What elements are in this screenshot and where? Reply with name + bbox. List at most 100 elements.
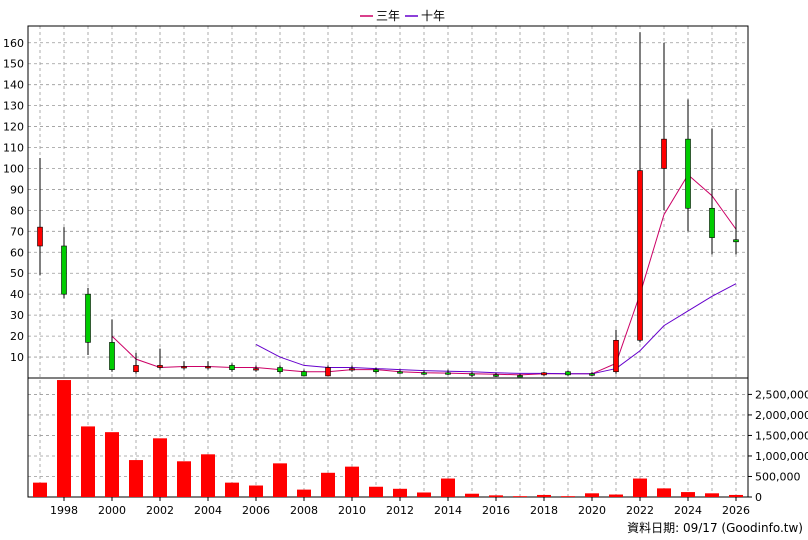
price-tick-label: 120: [3, 121, 24, 134]
volume-bar: [105, 432, 119, 497]
candle-body: [733, 239, 739, 243]
volume-panel-frame: [27, 377, 749, 498]
volume-tick-label: 0: [755, 491, 762, 504]
x-tick-label: 2020: [578, 504, 606, 517]
volume-tick-label: 1,500,000: [755, 429, 808, 442]
volume-bar: [153, 438, 167, 497]
legend-label-10yr: 十年: [421, 9, 445, 23]
volume-bar: [441, 478, 455, 497]
candle-body: [709, 207, 715, 238]
volume-bar: [417, 492, 431, 497]
footer-source: 資料日期: 09/17 (Goodinfo.tw): [627, 521, 803, 535]
x-tick-label: 1998: [50, 504, 78, 517]
price-tick-label: 130: [3, 100, 24, 113]
candle-body: [661, 138, 667, 169]
x-tick-label: 2010: [338, 504, 366, 517]
candle-body: [349, 368, 355, 371]
volume-bar: [489, 495, 503, 497]
candle-body: [397, 371, 403, 374]
volume-bar: [705, 493, 719, 497]
price-tick-label: 160: [3, 37, 24, 50]
volume-bar: [369, 486, 383, 497]
candle-body: [469, 373, 475, 376]
volume-tick-label: 2,500,000: [755, 388, 808, 401]
price-tick-label: 50: [10, 267, 24, 280]
candle-body: [253, 368, 259, 371]
volume-tick-label: 2,000,000: [755, 409, 808, 422]
x-tick-label: 2022: [626, 504, 654, 517]
candle-body: [157, 365, 163, 368]
volume-bar: [393, 488, 407, 497]
volume-bar: [81, 426, 95, 497]
volume-bar: [321, 472, 335, 497]
volume-bar: [585, 493, 599, 497]
volume-bar: [465, 493, 479, 497]
candle-body: [517, 375, 523, 378]
candle-body: [229, 365, 235, 370]
candle-body: [109, 342, 115, 370]
candle-body: [493, 374, 499, 377]
candle-body: [637, 170, 643, 341]
volume-bar: [609, 494, 623, 497]
price-tick-label: 80: [10, 204, 24, 217]
x-tick-label: 2026: [722, 504, 750, 517]
price-tick-label: 100: [3, 162, 24, 175]
price-tick-label: 140: [3, 79, 24, 92]
candle-body: [445, 372, 451, 375]
x-tick-label: 2018: [530, 504, 558, 517]
volume-tick-label: 500,000: [755, 470, 801, 483]
volume-bars: [33, 380, 743, 497]
grid-lines: [28, 26, 748, 497]
x-tick-label: 2000: [98, 504, 126, 517]
candle-body: [613, 339, 619, 373]
candle-body: [205, 366, 211, 369]
candle-body: [133, 365, 139, 373]
candles: [37, 32, 739, 378]
candle-body: [565, 371, 571, 376]
candle-body: [373, 369, 379, 373]
candle-body: [421, 372, 427, 375]
x-tick-label: 2004: [194, 504, 222, 517]
volume-bar: [57, 380, 71, 497]
volume-bar: [297, 489, 311, 497]
volume-bar: [33, 482, 47, 497]
volume-bar: [513, 496, 527, 497]
candle-body: [61, 245, 67, 295]
price-tick-label: 110: [3, 142, 24, 155]
candle-body: [541, 372, 547, 376]
volume-bar: [537, 494, 551, 497]
volume-bar: [249, 485, 263, 497]
x-tick-label: 2012: [386, 504, 414, 517]
volume-bar: [729, 494, 743, 497]
volume-bar: [561, 496, 575, 497]
price-tick-label: 30: [10, 309, 24, 322]
volume-bar: [657, 488, 671, 497]
price-tick-label: 60: [10, 246, 24, 259]
legend: 三年 十年: [360, 9, 445, 23]
x-tick-label: 2024: [674, 504, 702, 517]
volume-bar: [273, 463, 287, 497]
legend-label-3yr: 三年: [376, 9, 400, 23]
candle-body: [685, 138, 691, 209]
volume-tick-label: 1,000,000: [755, 450, 808, 463]
price-tick-label: 40: [10, 288, 24, 301]
volume-bar: [201, 454, 215, 497]
volume-bar: [345, 466, 359, 497]
candle-body: [37, 226, 43, 247]
x-tick-label: 2008: [290, 504, 318, 517]
candle-body: [589, 373, 595, 376]
volume-bar: [225, 482, 239, 497]
candle-body: [325, 367, 331, 377]
candle-body: [181, 366, 187, 369]
candle-body: [85, 293, 91, 343]
price-tick-label: 150: [3, 58, 24, 71]
volume-bar: [177, 461, 191, 497]
x-tick-label: 2016: [482, 504, 510, 517]
price-tick-label: 20: [10, 330, 24, 343]
volume-bar: [633, 478, 647, 497]
candle-body: [301, 371, 307, 377]
price-tick-label: 90: [10, 183, 24, 196]
price-tick-label: 10: [10, 351, 24, 364]
x-tick-label: 2002: [146, 504, 174, 517]
